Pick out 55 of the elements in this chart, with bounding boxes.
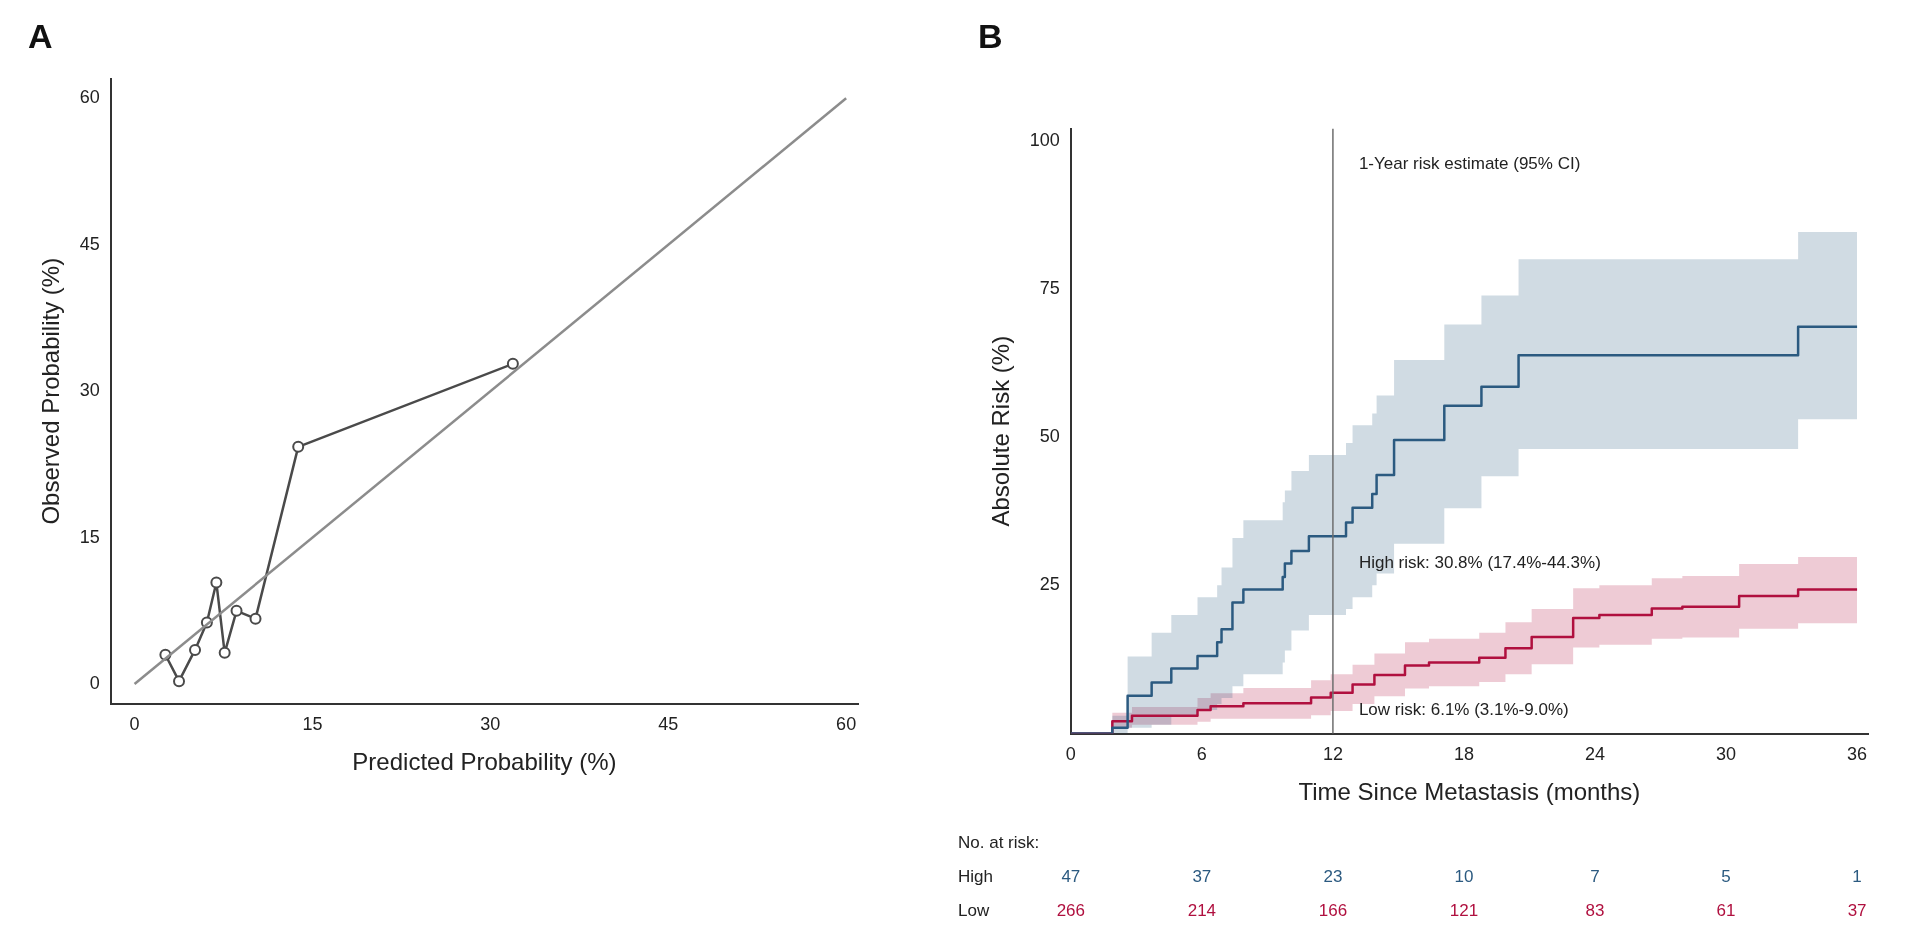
x-axis-title: Time Since Metastasis (months) — [1298, 778, 1641, 806]
point — [230, 604, 243, 617]
x-tick-label: 30 — [480, 714, 501, 735]
text: 23 — [1323, 867, 1343, 887]
text: 10 — [1454, 867, 1474, 887]
y-tick-label: 30 — [79, 380, 100, 401]
point — [292, 440, 305, 453]
point — [173, 675, 186, 688]
text: Low — [958, 901, 990, 921]
annotation: Low risk: 6.1% (3.1%-9.0%) — [1358, 699, 1569, 719]
y-tick-label: 25 — [1039, 574, 1060, 595]
text: 83 — [1585, 901, 1605, 921]
text: No. at risk: — [958, 833, 1040, 853]
text: 266 — [1056, 901, 1086, 921]
x-tick-label: 15 — [302, 714, 323, 735]
text: High — [958, 867, 993, 887]
text: 7 — [1590, 867, 1600, 887]
text: 47 — [1061, 867, 1081, 887]
point — [189, 643, 202, 656]
y-axis-title: Absolute Risk (%) — [987, 335, 1015, 527]
x-tick-label: 24 — [1584, 744, 1606, 765]
point — [210, 576, 223, 589]
x-tick-label: 0 — [129, 714, 140, 735]
y-tick-label: 15 — [79, 526, 100, 547]
point — [218, 646, 231, 659]
text: 121 — [1449, 901, 1479, 921]
y-tick-label: 60 — [79, 87, 100, 108]
x-axis-title: Predicted Probability (%) — [352, 748, 617, 776]
x-tick-label: 60 — [836, 714, 857, 735]
y-tick-label: 75 — [1039, 277, 1060, 298]
text: 37 — [1192, 867, 1212, 887]
y-tick-label: 45 — [79, 233, 100, 254]
point — [506, 357, 519, 370]
text: 5 — [1721, 867, 1731, 887]
y-tick-label: 50 — [1039, 426, 1060, 447]
text: 1 — [1852, 867, 1862, 887]
text: 214 — [1187, 901, 1217, 921]
chart-title: B — [978, 16, 1003, 55]
x-tick-label: 12 — [1322, 744, 1343, 765]
ref-line-label: 1-Year risk estimate (95% CI) — [1358, 154, 1581, 174]
x-tick-label: 18 — [1453, 744, 1474, 765]
x-tick-label: 6 — [1196, 744, 1207, 765]
y-tick-label: 100 — [1029, 129, 1060, 150]
y-tick-label: 0 — [89, 673, 100, 694]
y-axis-title: Observed Probability (%) — [37, 257, 65, 525]
x-tick-label: 36 — [1847, 744, 1868, 765]
text: 37 — [1847, 901, 1867, 921]
text: 61 — [1716, 901, 1736, 921]
chart-title: A — [28, 16, 53, 55]
x-tick-label: 0 — [1065, 744, 1076, 765]
x-tick-label: 30 — [1716, 744, 1737, 765]
point — [249, 612, 262, 625]
text: 166 — [1318, 901, 1348, 921]
annotation: High risk: 30.8% (17.4%-44.3%) — [1358, 553, 1601, 573]
x-tick-label: 45 — [658, 714, 679, 735]
